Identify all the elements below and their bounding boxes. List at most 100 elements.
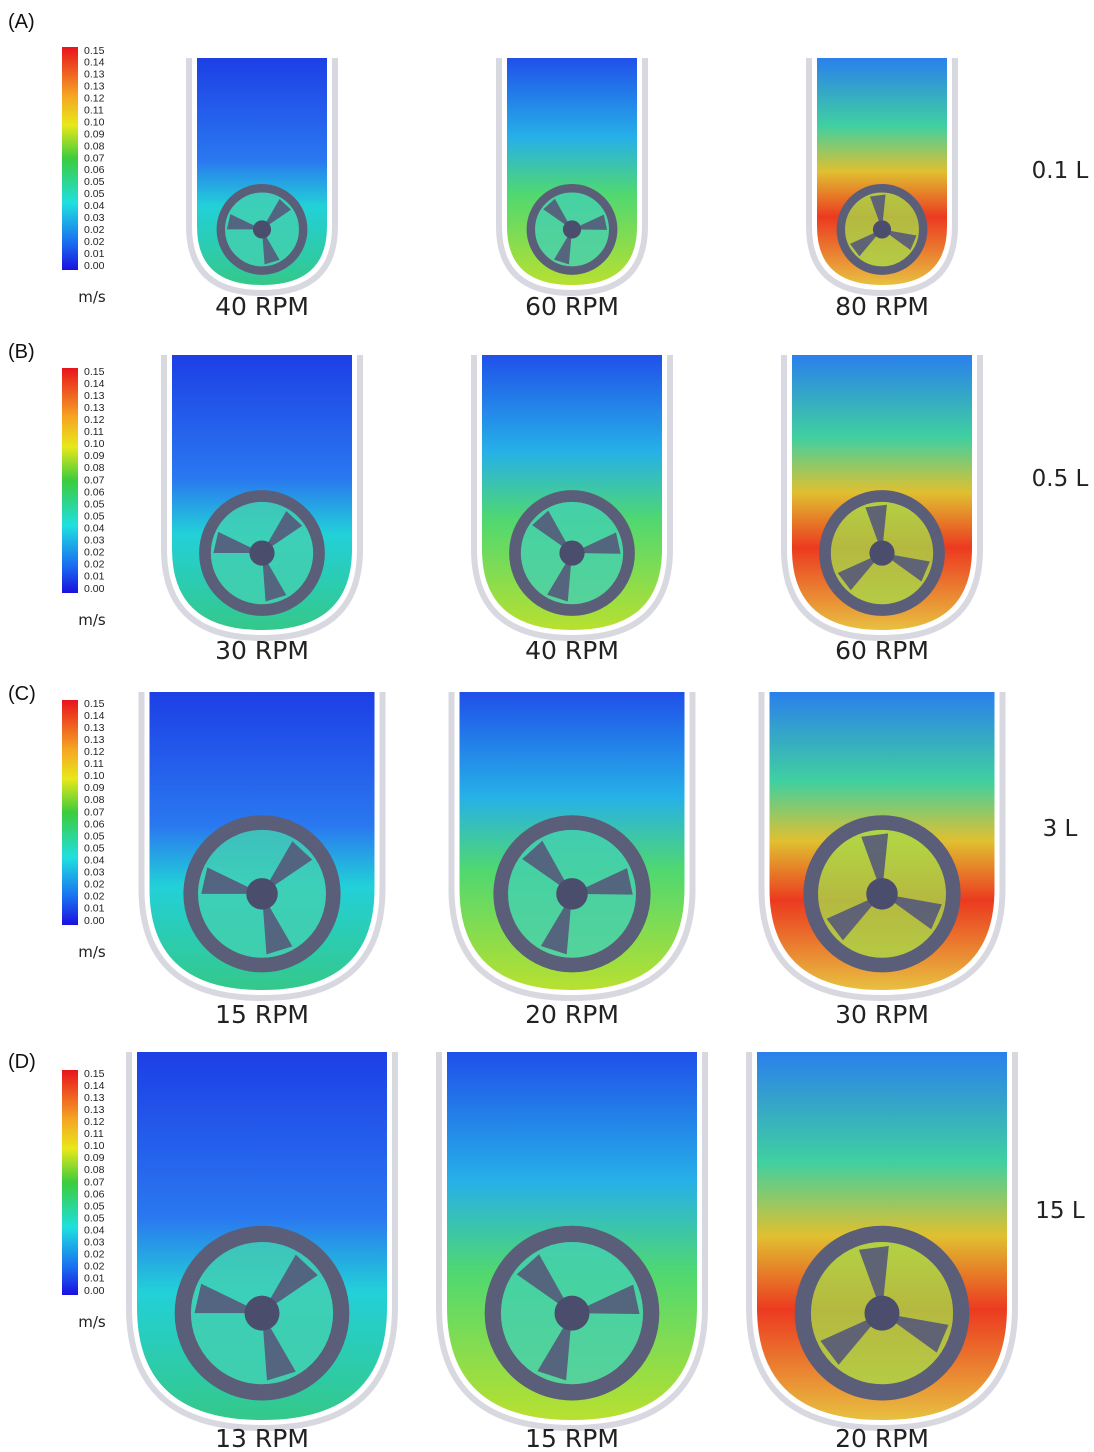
vessel-wall — [161, 355, 363, 642]
colorbar-tick-label: 0.09 — [84, 1152, 105, 1164]
colorbar-tick-label: 0.12 — [84, 414, 105, 426]
image-caption: 13 RPM — [215, 1424, 309, 1452]
colorbar-tick-label: 0.02 — [84, 547, 105, 559]
colorbar-tick-label: 0.01 — [84, 903, 105, 915]
impeller-blade — [201, 867, 262, 894]
colorbar-tick-label: 0.05 — [84, 188, 105, 200]
impeller-blade — [820, 1313, 882, 1365]
impeller-blade — [826, 893, 882, 941]
image-caption: 30 RPM — [835, 1000, 929, 1029]
vessel-wall — [781, 355, 983, 642]
colorbar — [62, 368, 78, 593]
flow-image — [806, 58, 958, 297]
colorbar-tick-label: 0.02 — [84, 891, 105, 903]
impeller-hub — [244, 1295, 280, 1331]
colorbar-tick-label: 0.03 — [84, 535, 105, 547]
colorbar-tick-label: 0.13 — [84, 81, 105, 93]
colorbar-tick-label: 0.15 — [84, 366, 105, 378]
colorbar-tick-label: 0.10 — [84, 438, 105, 450]
colorbar-tick-label: 0.07 — [84, 474, 105, 486]
colorbar-tick-label: 0.12 — [84, 746, 105, 758]
flow-image — [186, 58, 338, 297]
colorbar-tick-label: 0.08 — [84, 140, 105, 152]
impeller-ring — [199, 490, 325, 616]
colorbar-tick-label: 0.13 — [84, 734, 105, 746]
vessel-wall — [746, 1052, 1018, 1432]
panel-label: (B) — [8, 341, 35, 363]
impeller-blade — [837, 553, 882, 591]
colorbar-tick-label: 0.00 — [84, 915, 105, 927]
colorbar-tick-label: 0.02 — [84, 879, 105, 891]
volume-label: 0.1 L — [1032, 158, 1089, 184]
colorbar-tick-label: 0.09 — [84, 450, 105, 462]
impeller-ring — [836, 184, 928, 275]
vessel-wall — [186, 58, 338, 297]
impeller-blade — [262, 199, 292, 230]
colorbar-tick-label: 0.01 — [84, 248, 105, 260]
vessel-wall — [436, 1052, 708, 1432]
colorbar-tick-label: 0.13 — [84, 1092, 105, 1104]
image-caption: 80 RPM — [835, 292, 929, 321]
colorbar-tick-label: 0.00 — [84, 1285, 105, 1297]
impeller-blade — [547, 553, 572, 602]
vessel-wall — [758, 692, 1006, 1002]
colorbar-tick-label: 0.06 — [84, 486, 105, 498]
impeller-blade — [262, 893, 293, 955]
impeller-hub — [246, 878, 278, 910]
image-caption: 40 RPM — [215, 292, 309, 321]
colorbar-tick-label: 0.04 — [84, 855, 105, 867]
impeller-hub — [869, 540, 895, 566]
colorbar-tick-label: 0.04 — [84, 200, 105, 212]
impeller-blade — [572, 532, 621, 554]
colorbar-tick-label: 0.00 — [84, 260, 105, 272]
impeller-blade — [262, 1254, 318, 1314]
colorbar-tick-label: 0.12 — [84, 93, 105, 105]
colorbar-tick-label: 0.03 — [84, 1237, 105, 1249]
vessel-wall — [448, 692, 696, 1002]
colorbar-tick-label: 0.06 — [84, 164, 105, 176]
impeller-blade — [882, 553, 930, 582]
flow-image — [436, 1052, 708, 1432]
impeller-blade — [226, 214, 262, 230]
image-caption: 20 RPM — [525, 1000, 619, 1029]
impeller-blade — [537, 1313, 572, 1381]
impeller-blade — [262, 510, 303, 554]
colorbar-tick-label: 0.07 — [84, 152, 105, 164]
impeller-hub — [556, 878, 588, 910]
colorbar-tick-label: 0.11 — [84, 105, 104, 117]
colorbar-tick-label: 0.14 — [84, 378, 105, 390]
colorbar — [62, 47, 78, 270]
colorbar-tick-label: 0.05 — [84, 510, 105, 522]
colorbar-tick-label: 0.12 — [84, 1116, 105, 1128]
flow-image — [161, 355, 363, 642]
colorbar-tick-label: 0.05 — [84, 842, 105, 854]
flow-image — [471, 355, 673, 642]
colorbar-tick-label: 0.05 — [84, 1200, 105, 1212]
colorbar-tick-label: 0.13 — [84, 69, 105, 81]
flow-image — [448, 692, 696, 1002]
impeller-hub — [864, 1295, 900, 1331]
impeller-blade — [262, 553, 287, 602]
colorbar-tick-label: 0.13 — [84, 402, 105, 414]
impeller-blade — [522, 840, 572, 894]
flow-image — [496, 58, 648, 297]
colorbar-tick-label: 0.06 — [84, 1188, 105, 1200]
colorbar-tick-label: 0.13 — [84, 390, 105, 402]
colorbar-tick-label: 0.14 — [84, 710, 105, 722]
colorbar-tick-label: 0.02 — [84, 236, 105, 248]
colorbar-tick-label: 0.05 — [84, 498, 105, 510]
volume-label: 3 L — [1043, 816, 1078, 842]
colorbar-tick-label: 0.08 — [84, 462, 105, 474]
impeller-hub — [866, 878, 898, 910]
colorbar-tick-label: 0.15 — [84, 45, 105, 57]
impeller-blade — [882, 893, 942, 930]
flow-image — [746, 1052, 1018, 1432]
colorbar-tick-label: 0.15 — [84, 1068, 105, 1080]
flow-image — [781, 355, 983, 642]
impeller-ring — [183, 815, 341, 973]
panel-label: (C) — [8, 683, 36, 705]
flow-image — [126, 1052, 398, 1432]
impeller-hub — [559, 540, 585, 566]
vessel-wall — [471, 355, 673, 642]
flow-image — [138, 692, 386, 1002]
